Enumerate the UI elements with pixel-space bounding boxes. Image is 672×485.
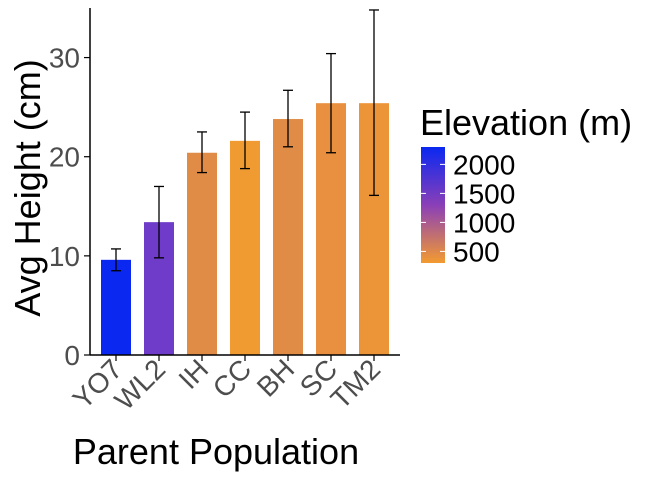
y-tick-label: 0 xyxy=(64,340,80,371)
y-axis-label: Avg Height (cm) xyxy=(7,59,48,316)
bar-cc xyxy=(230,140,260,355)
error-bar-ih xyxy=(197,131,207,174)
error-bar-cc xyxy=(240,111,250,170)
error-bar-wl2 xyxy=(154,185,164,259)
error-bar-bh xyxy=(283,89,293,148)
bar-ih xyxy=(187,152,217,355)
x-axis-label: Parent Population xyxy=(73,431,359,472)
x-tick-label: WL2 xyxy=(109,353,172,416)
y-tick-label: 10 xyxy=(49,241,80,272)
legend-colorbar xyxy=(421,147,445,263)
y-ticks: 0 10 20 30 xyxy=(49,43,90,371)
x-tick-label: CC xyxy=(207,353,258,404)
error-bar-tm2 xyxy=(369,9,379,197)
y-tick-label: 30 xyxy=(49,43,80,74)
bar-yo7 xyxy=(101,259,131,355)
x-tick-label: IH xyxy=(173,353,215,395)
legend-tick-label: 1500 xyxy=(453,178,515,209)
x-tick-label: TM2 xyxy=(325,353,387,415)
legend-title: Elevation (m) xyxy=(420,102,632,143)
error-bar-yo7 xyxy=(111,248,121,272)
x-tick-label: BH xyxy=(251,353,300,402)
bar-bh xyxy=(273,119,303,355)
error-bar-sc xyxy=(326,52,336,154)
legend-tick-label: 1000 xyxy=(453,207,515,238)
legend-tick-label: 500 xyxy=(453,236,500,267)
y-tick-label: 20 xyxy=(49,142,80,173)
error-bars-layer xyxy=(111,9,379,272)
legend-tick-label: 2000 xyxy=(453,149,515,180)
bars-layer xyxy=(101,103,389,355)
